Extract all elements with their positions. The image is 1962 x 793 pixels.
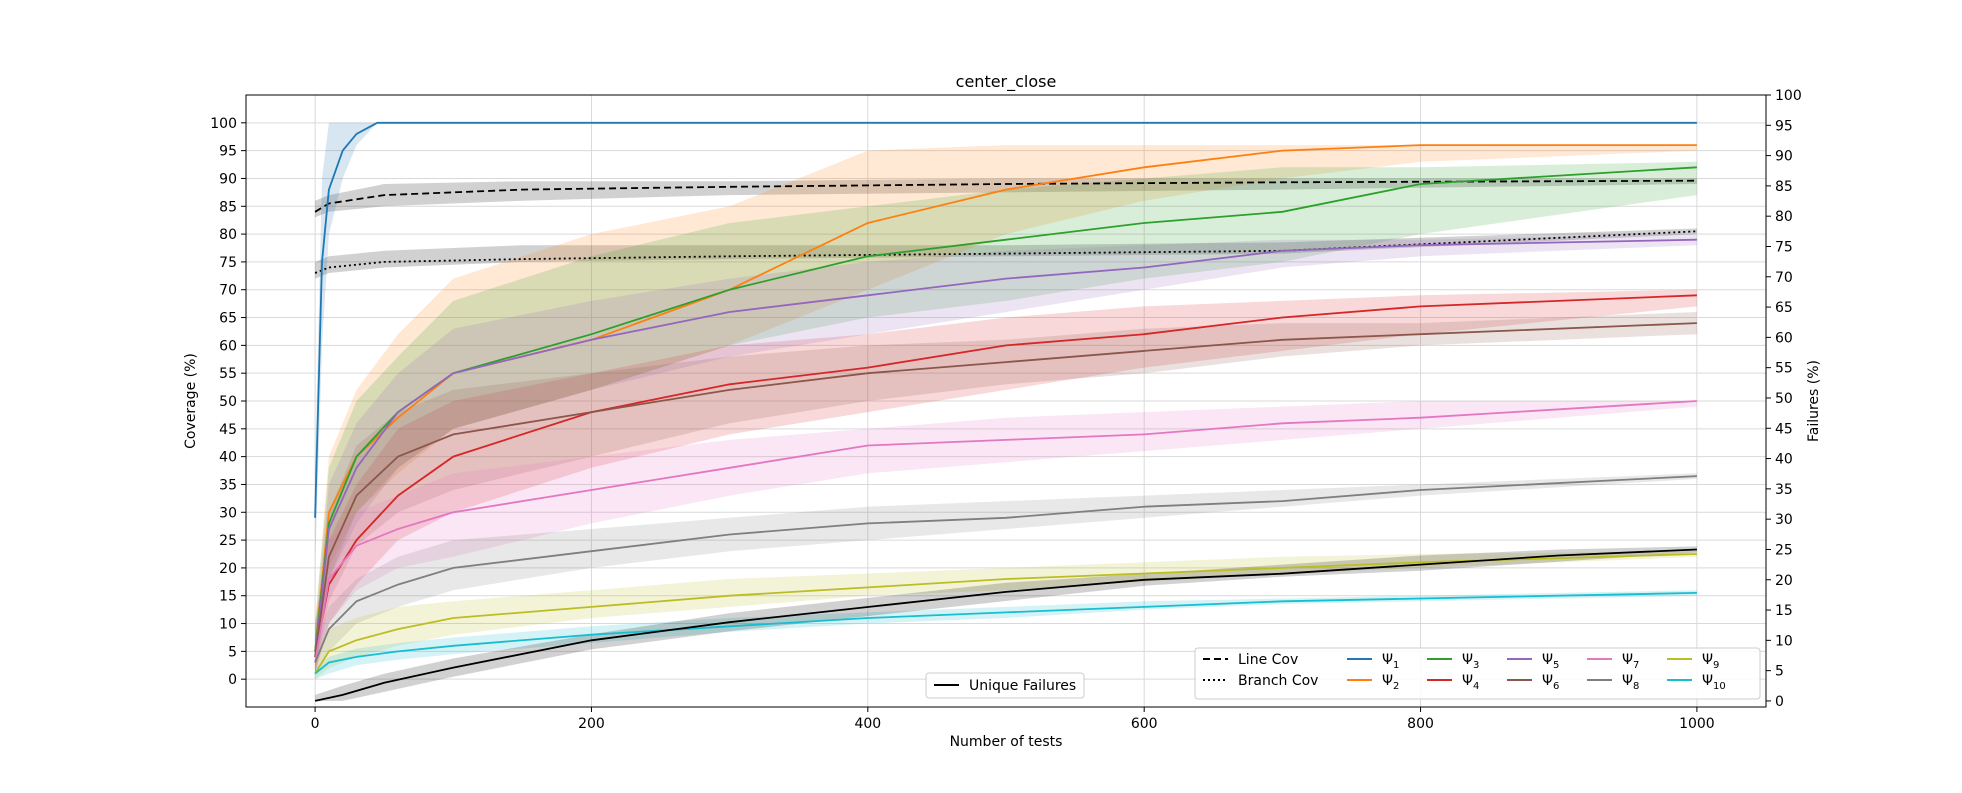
x-tick-label: 600 — [1131, 716, 1158, 732]
band--8 — [315, 473, 1697, 674]
y-tick-label: 75 — [219, 255, 237, 271]
legend-label: Ψ5 — [1542, 652, 1559, 671]
y2-tick-label: 65 — [1775, 300, 1793, 316]
y2-tick-label: 75 — [1775, 239, 1793, 255]
y-tick-label: 0 — [228, 672, 237, 688]
legend-label: Ψ4 — [1462, 673, 1479, 692]
band--6 — [315, 312, 1697, 674]
legend-label: Ψ6 — [1542, 673, 1559, 692]
x-tick-label: 0 — [311, 716, 320, 732]
y2-tick-label: 30 — [1775, 512, 1793, 528]
x-tick-label: 800 — [1407, 716, 1434, 732]
y-tick-label: 55 — [219, 366, 237, 382]
y-axis-label: Coverage (%) — [183, 353, 199, 449]
x-axis-ticks: 0 200 400 600 800 1000 — [311, 707, 1715, 732]
series-line-line-cov — [314, 179, 1697, 213]
series-line--8 — [314, 475, 1697, 663]
band--2 — [315, 145, 1697, 669]
y-tick-label: 50 — [219, 394, 237, 410]
series-line--6 — [314, 322, 1697, 658]
y-tick-label: 80 — [219, 227, 237, 243]
x-tick-label: 1000 — [1679, 716, 1715, 732]
band--7 — [315, 401, 1697, 674]
y2-tick-label: 90 — [1775, 149, 1793, 165]
y2-axis-ticks: 0 5 10 15 20 25 30 35 40 45 50 55 60 65 70 75 80 85 90 95 10… — [1766, 88, 1802, 710]
y-tick-label: 90 — [219, 171, 237, 187]
series-line--1 — [314, 121, 1697, 518]
y2-tick-label: 25 — [1775, 542, 1793, 558]
y2-tick-label: 10 — [1775, 633, 1793, 649]
y2-tick-label: 35 — [1775, 482, 1793, 498]
y2-tick-label: 15 — [1775, 603, 1793, 619]
legend-label: Ψ1 — [1382, 652, 1399, 671]
legend2-label: Unique Failures — [969, 678, 1076, 694]
band-line-cov — [315, 178, 1697, 218]
legend-box — [1194, 647, 1761, 700]
y2-tick-label: 60 — [1775, 330, 1793, 346]
legend-main: Line Cov Branch Cov Ψ1 Ψ2 Ψ3 Ψ4 Ψ5 Ψ6 Ψ7 Ψ8 Ψ9 Ψ10 — [1194, 647, 1761, 700]
legend-label: Line Cov — [1238, 652, 1298, 668]
series-line--7 — [314, 400, 1697, 663]
y2-tick-label: 5 — [1775, 664, 1784, 680]
y2-axis-label: Failures (%) — [1806, 360, 1822, 442]
y-tick-label: 60 — [219, 338, 237, 354]
y2-tick-label: 100 — [1775, 88, 1802, 104]
y-tick-label: 35 — [219, 477, 237, 493]
legend-label: Ψ10 — [1702, 673, 1726, 692]
chart-title: center_close — [956, 72, 1057, 92]
band--5 — [315, 234, 1697, 674]
y2-tick-label: 70 — [1775, 270, 1793, 286]
y2-tick-label: 55 — [1775, 361, 1793, 377]
legend-label: Ψ3 — [1462, 652, 1479, 671]
y-tick-label: 15 — [219, 589, 237, 605]
y-tick-label: 20 — [219, 561, 237, 577]
y-tick-label: 100 — [210, 116, 237, 132]
y-tick-label: 25 — [219, 533, 237, 549]
x-tick-label: 400 — [854, 716, 881, 732]
y-tick-label: 85 — [219, 199, 237, 215]
y2-tick-label: 20 — [1775, 573, 1793, 589]
band--3 — [315, 161, 1697, 669]
legend-secondary: Unique Failures — [925, 672, 1085, 699]
y-tick-label: 45 — [219, 422, 237, 438]
series-lines — [314, 121, 1697, 702]
y-tick-label: 10 — [219, 617, 237, 633]
y-axis-ticks: 0 5 10 15 20 25 30 35 40 45 50 55 60 65 70 75 80 85 90 95 10… — [210, 116, 246, 688]
legend-label: Ψ7 — [1622, 652, 1639, 671]
grid — [246, 95, 1766, 707]
y2-tick-label: 45 — [1775, 421, 1793, 437]
y2-tick-label: 85 — [1775, 179, 1793, 195]
y2-tick-label: 80 — [1775, 209, 1793, 225]
band-branch-cov — [315, 228, 1697, 279]
series-line--5 — [314, 238, 1697, 657]
y-tick-label: 30 — [219, 505, 237, 521]
y-tick-label: 5 — [228, 644, 237, 660]
y2-tick-label: 0 — [1775, 694, 1784, 710]
series-line--9 — [314, 553, 1697, 675]
series-line-unique-failures — [314, 548, 1697, 702]
x-tick-label: 200 — [578, 716, 605, 732]
series-line--3 — [314, 166, 1697, 652]
y-tick-label: 65 — [219, 311, 237, 327]
y-tick-label: 95 — [219, 144, 237, 160]
y-tick-label: 70 — [219, 283, 237, 299]
legend-label: Branch Cov — [1238, 673, 1318, 689]
legend-label: Ψ8 — [1622, 673, 1639, 692]
y-tick-label: 40 — [219, 450, 237, 466]
band--4 — [315, 289, 1697, 674]
y2-tick-label: 40 — [1775, 452, 1793, 468]
series-line--10 — [314, 592, 1697, 675]
x-axis-label: Number of tests — [950, 734, 1063, 750]
y2-tick-label: 50 — [1775, 391, 1793, 407]
band--9 — [315, 551, 1697, 680]
confidence-bands — [315, 122, 1697, 701]
series-line--4 — [314, 294, 1697, 658]
legend2-box — [925, 672, 1085, 699]
y2-tick-label: 95 — [1775, 118, 1793, 134]
legend-label: Ψ9 — [1702, 652, 1719, 671]
legend-label: Ψ2 — [1382, 673, 1399, 692]
